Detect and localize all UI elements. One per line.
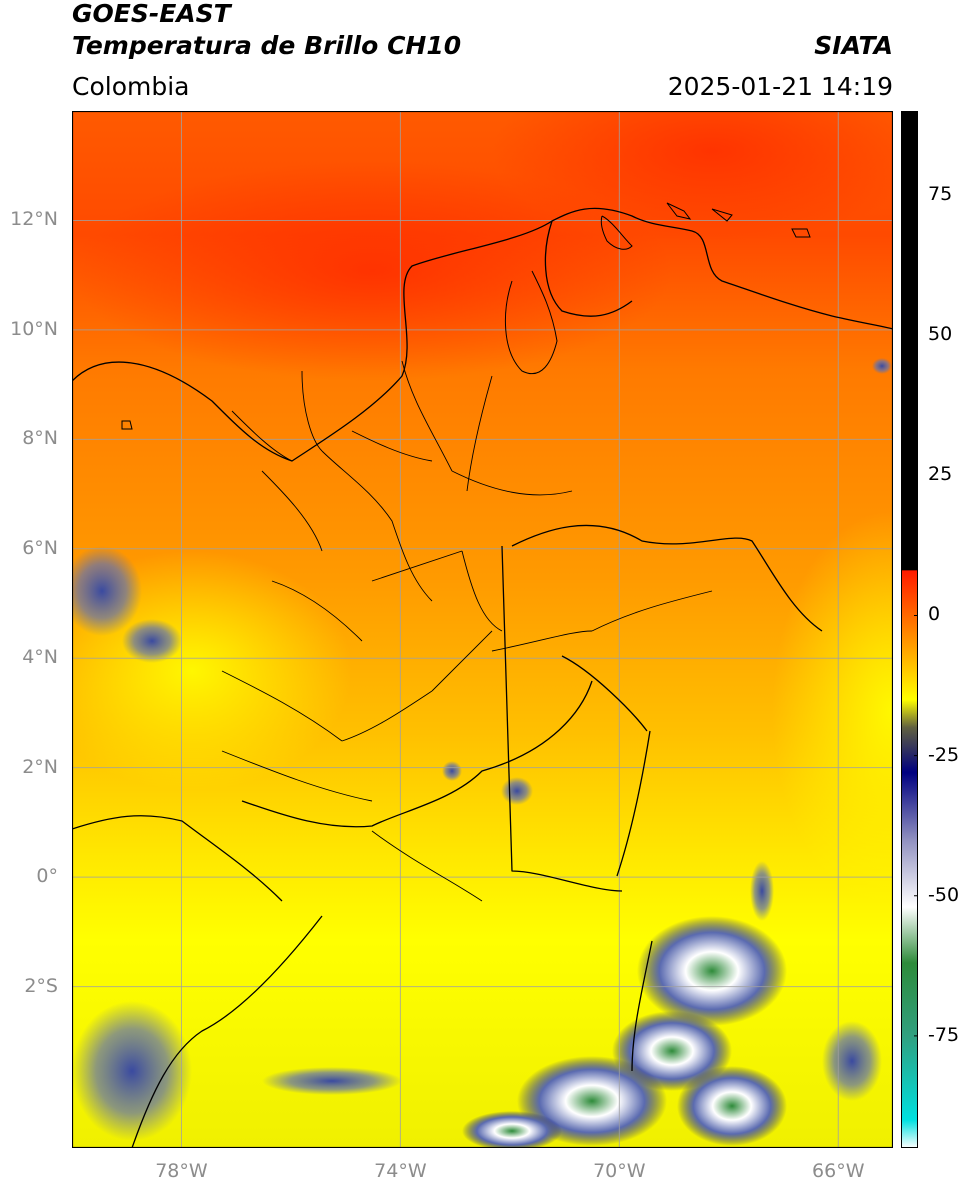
longitude-tick-label: 78°W: [155, 1160, 208, 1182]
colorbar-tick-label: 75: [928, 183, 953, 206]
colorbar-frame: [901, 111, 918, 1148]
coastline-details: [121, 202, 811, 430]
colorbar-tick-label: -25: [928, 743, 960, 766]
colorbar-tick-label: 25: [928, 463, 953, 486]
country-borders: [72, 207, 893, 1148]
department-borders: [221, 360, 713, 902]
colorbar-gradient: [901, 111, 918, 1148]
colorbar-tick-label: -75: [928, 1023, 960, 1046]
latitude-tick-label: 2°N: [22, 755, 58, 778]
latitude-tick-label: 8°N: [22, 427, 58, 450]
colorbar-tick-label: 50: [928, 323, 953, 346]
longitude-tick-label: 74°W: [374, 1160, 427, 1182]
datetime-label: 2025-01-21 14:19: [667, 72, 893, 101]
latitude-tick-label: 10°N: [10, 317, 58, 340]
latitude-tick-label: 0°: [36, 865, 58, 888]
map-frame: [72, 111, 893, 1148]
colorbar-tick-label: 0: [928, 603, 941, 626]
cool-area-pacific: [72, 551, 352, 791]
warm-area-caribbean: [72, 161, 672, 381]
region-label: Colombia: [72, 72, 190, 101]
longitude-tick-label: 66°W: [812, 1160, 865, 1182]
product-title: Temperatura de Brillo CH10: [72, 31, 462, 60]
colorbar: [901, 111, 918, 1148]
graticule: [72, 111, 893, 1148]
satellite-title: GOES-EAST: [72, 0, 231, 28]
colorbar-tick-label: -50: [928, 883, 960, 906]
latitude-tick-label: 2°S: [24, 974, 58, 997]
latitude-tick-label: 12°N: [10, 208, 58, 231]
cloud-tops: [72, 358, 892, 1148]
agency-label: SIATA: [814, 31, 893, 60]
latitude-tick-label: 6°N: [22, 536, 58, 559]
cool-area-east: [772, 511, 893, 911]
latitude-tick-label: 4°N: [22, 646, 58, 669]
longitude-tick-label: 70°W: [593, 1160, 646, 1182]
brightness-temperature-map: [72, 111, 893, 1148]
